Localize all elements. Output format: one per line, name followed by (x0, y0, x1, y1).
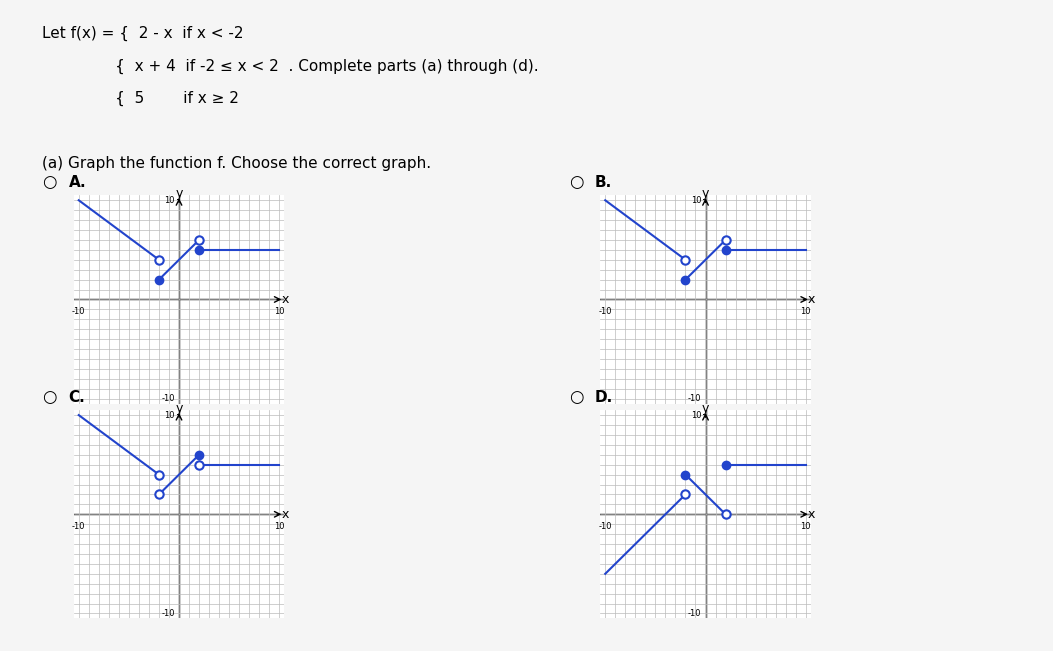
Text: (a) Graph the function f. Choose the correct graph.: (a) Graph the function f. Choose the cor… (42, 156, 432, 171)
Text: 10: 10 (164, 411, 175, 420)
Text: A.: A. (68, 174, 86, 190)
Text: -10: -10 (598, 522, 612, 531)
Text: -10: -10 (688, 394, 701, 403)
Text: x: x (808, 508, 815, 521)
Text: D.: D. (595, 389, 613, 405)
Text: y: y (701, 187, 710, 201)
Text: -10: -10 (161, 394, 175, 403)
Text: y: y (175, 402, 183, 415)
Text: x: x (281, 508, 289, 521)
Text: 10: 10 (164, 196, 175, 205)
Text: 10: 10 (274, 522, 284, 531)
Text: {  5        if x ≥ 2: { 5 if x ≥ 2 (42, 91, 239, 106)
Text: 10: 10 (800, 522, 811, 531)
Text: ○: ○ (42, 173, 57, 191)
Text: {  x + 4  if -2 ≤ x < 2  . Complete parts (a) through (d).: { x + 4 if -2 ≤ x < 2 . Complete parts (… (42, 59, 539, 74)
Text: -10: -10 (598, 307, 612, 316)
Text: ○: ○ (569, 388, 583, 406)
Text: -10: -10 (688, 609, 701, 618)
Text: Let f(x) = {  2 - x  if x < -2: Let f(x) = { 2 - x if x < -2 (42, 26, 243, 41)
Text: x: x (808, 293, 815, 306)
Text: 10: 10 (691, 196, 701, 205)
Text: -10: -10 (72, 307, 85, 316)
Text: ○: ○ (42, 388, 57, 406)
Text: 10: 10 (274, 307, 284, 316)
Text: -10: -10 (72, 522, 85, 531)
Text: 10: 10 (800, 307, 811, 316)
Text: x: x (281, 293, 289, 306)
Text: ○: ○ (569, 173, 583, 191)
Text: 10: 10 (691, 411, 701, 420)
Text: C.: C. (68, 389, 85, 405)
Text: y: y (701, 402, 710, 415)
Text: -10: -10 (161, 609, 175, 618)
Text: y: y (175, 187, 183, 201)
Text: B.: B. (595, 174, 612, 190)
